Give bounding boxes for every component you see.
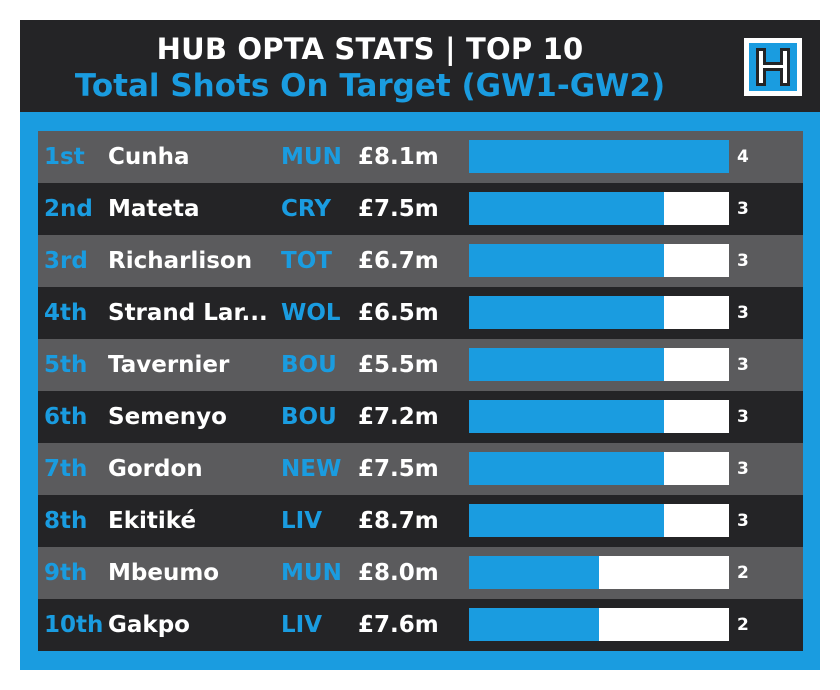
player-name: Gakpo bbox=[108, 612, 190, 638]
stats-table: 1st Cunha MUN £8.1m 4 2nd Mateta CRY £7.5m 3 3rd Ri… bbox=[38, 131, 803, 651]
bar-track bbox=[469, 556, 729, 589]
price-label: £7.6m bbox=[358, 612, 439, 638]
bar bbox=[469, 556, 599, 589]
chart-title: HUB OPTA STATS | TOP 10 bbox=[156, 32, 584, 66]
bar-track bbox=[469, 452, 729, 485]
value-label: 4 bbox=[737, 147, 749, 167]
table-row: 10th Gakpo LIV £7.6m 2 bbox=[38, 599, 803, 651]
value-label: 3 bbox=[737, 511, 749, 531]
team-label: WOL bbox=[281, 300, 341, 326]
bar-track bbox=[469, 504, 729, 537]
bar-track bbox=[469, 608, 729, 641]
bar bbox=[469, 296, 664, 329]
bar bbox=[469, 348, 664, 381]
team-label: NEW bbox=[281, 456, 342, 482]
bar bbox=[469, 192, 664, 225]
bar-track bbox=[469, 192, 729, 225]
table-row: 3rd Richarlison TOT £6.7m 3 bbox=[38, 235, 803, 287]
table-row: 6th Semenyo BOU £7.2m 3 bbox=[38, 391, 803, 443]
team-label: CRY bbox=[281, 196, 331, 222]
rank-label: 5th bbox=[44, 352, 88, 378]
price-label: £6.7m bbox=[358, 248, 439, 274]
player-name: Tavernier bbox=[108, 352, 230, 378]
price-label: £6.5m bbox=[358, 300, 439, 326]
value-label: 3 bbox=[737, 199, 749, 219]
table-row: 2nd Mateta CRY £7.5m 3 bbox=[38, 183, 803, 235]
player-name: Strand Lar... bbox=[108, 300, 268, 326]
bar bbox=[469, 452, 664, 485]
bar bbox=[469, 400, 664, 433]
hub-logo-icon bbox=[744, 38, 802, 96]
bar-track bbox=[469, 140, 729, 173]
table-row: 1st Cunha MUN £8.1m 4 bbox=[38, 131, 803, 183]
bar-track bbox=[469, 244, 729, 277]
value-label: 3 bbox=[737, 303, 749, 323]
rank-label: 3rd bbox=[44, 248, 88, 274]
rank-label: 1st bbox=[44, 144, 85, 170]
bar bbox=[469, 244, 664, 277]
value-label: 2 bbox=[737, 563, 749, 583]
team-label: TOT bbox=[281, 248, 332, 274]
bar-track bbox=[469, 296, 729, 329]
team-label: LIV bbox=[281, 508, 323, 534]
price-label: £7.2m bbox=[358, 404, 439, 430]
rank-label: 2nd bbox=[44, 196, 93, 222]
bar bbox=[469, 504, 664, 537]
price-label: £7.5m bbox=[358, 196, 439, 222]
price-label: £8.1m bbox=[358, 144, 439, 170]
bar-track bbox=[469, 400, 729, 433]
price-label: £8.7m bbox=[358, 508, 439, 534]
team-label: BOU bbox=[281, 352, 337, 378]
rank-label: 10th bbox=[44, 612, 104, 638]
table-row: 8th Ekitiké LIV £8.7m 3 bbox=[38, 495, 803, 547]
team-label: MUN bbox=[281, 560, 342, 586]
bar bbox=[469, 608, 599, 641]
chart-frame: HUB OPTA STATS | TOP 10 Total Shots On T… bbox=[20, 20, 820, 670]
table-row: 5th Tavernier BOU £5.5m 3 bbox=[38, 339, 803, 391]
value-label: 2 bbox=[737, 615, 749, 635]
price-label: £8.0m bbox=[358, 560, 439, 586]
rank-label: 7th bbox=[44, 456, 88, 482]
team-label: BOU bbox=[281, 404, 337, 430]
player-name: Cunha bbox=[108, 144, 190, 170]
player-name: Ekitiké bbox=[108, 508, 197, 534]
team-label: LIV bbox=[281, 612, 323, 638]
header: HUB OPTA STATS | TOP 10 Total Shots On T… bbox=[20, 20, 820, 112]
value-label: 3 bbox=[737, 251, 749, 271]
rank-label: 4th bbox=[44, 300, 88, 326]
value-label: 3 bbox=[737, 407, 749, 427]
table-row: 4th Strand Lar... WOL £6.5m 3 bbox=[38, 287, 803, 339]
team-label: MUN bbox=[281, 144, 342, 170]
price-label: £5.5m bbox=[358, 352, 439, 378]
player-name: Mateta bbox=[108, 196, 200, 222]
rank-label: 9th bbox=[44, 560, 88, 586]
table-row: 9th Mbeumo MUN £8.0m 2 bbox=[38, 547, 803, 599]
rank-label: 8th bbox=[44, 508, 88, 534]
player-name: Gordon bbox=[108, 456, 203, 482]
value-label: 3 bbox=[737, 355, 749, 375]
price-label: £7.5m bbox=[358, 456, 439, 482]
value-label: 3 bbox=[737, 459, 749, 479]
bar bbox=[469, 140, 729, 173]
chart-subtitle: Total Shots On Target (GW1-GW2) bbox=[74, 68, 666, 104]
player-name: Semenyo bbox=[108, 404, 227, 430]
player-name: Mbeumo bbox=[108, 560, 220, 586]
bar-track bbox=[469, 348, 729, 381]
rank-label: 6th bbox=[44, 404, 88, 430]
player-name: Richarlison bbox=[108, 248, 253, 274]
table-row: 7th Gordon NEW £7.5m 3 bbox=[38, 443, 803, 495]
